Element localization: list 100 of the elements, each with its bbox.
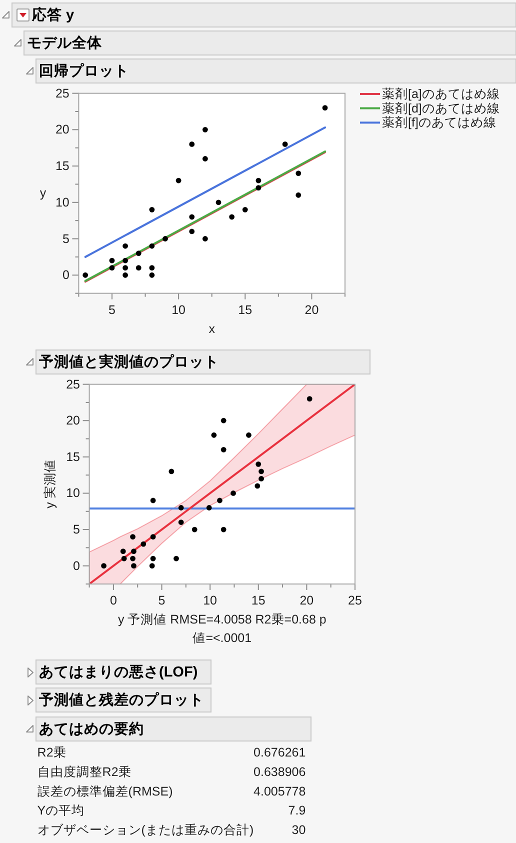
- category-label: 自由度調整R2乗: [37, 764, 132, 779]
- x-axis-title: y 予測値 RMSE=4.0058 R2乗=0.68 p値=<.0001: [118, 612, 326, 645]
- point: [202, 156, 208, 162]
- y-tick-label: 20: [66, 414, 80, 428]
- x-tick-label: 0: [110, 594, 117, 608]
- data-label: 4.005778: [254, 784, 306, 798]
- x-tick-label: 10: [203, 594, 218, 608]
- y-tick-label: 0: [62, 268, 70, 282]
- y-tick-label: 20: [55, 122, 70, 137]
- category-label: オブザベーション(または重みの合計): [37, 822, 254, 837]
- point: [130, 534, 136, 540]
- point: [220, 418, 226, 424]
- y-tick-label: 10: [55, 195, 70, 210]
- x-tick-label: 15: [238, 302, 252, 317]
- point: [149, 265, 155, 271]
- text: 予測値と残差のプロット: [38, 692, 204, 708]
- point: [258, 468, 264, 474]
- y-tick-label: 0: [73, 558, 80, 573]
- point: [256, 178, 262, 184]
- point: [149, 272, 155, 278]
- point: [282, 142, 288, 147]
- point: [178, 520, 184, 525]
- point: [189, 142, 195, 147]
- text: あてはめの要約: [39, 720, 144, 738]
- point: [150, 498, 156, 504]
- point: [246, 432, 252, 438]
- category-label: R2乗: [37, 746, 66, 760]
- y-tick-label: 15: [55, 159, 70, 174]
- point: [130, 556, 136, 562]
- legend-label: 薬剤[f]のあてはめ線: [382, 116, 496, 130]
- point: [140, 541, 146, 547]
- y-tick-label: 5: [73, 522, 80, 537]
- point: [189, 228, 195, 234]
- point: [122, 243, 128, 249]
- point: [176, 178, 182, 184]
- point: [136, 250, 142, 256]
- point: [82, 272, 88, 278]
- point: [220, 446, 226, 452]
- point: [162, 236, 168, 242]
- point: [322, 105, 328, 111]
- x-axis-title: x: [208, 322, 216, 336]
- legend-label: 薬剤[d]のあてはめ線: [382, 101, 500, 116]
- data-label: 0.676261: [254, 746, 306, 760]
- point: [150, 556, 156, 562]
- category-label: 誤差の標準偏差(RMSE): [37, 784, 173, 798]
- point: [101, 563, 106, 569]
- x-tick-label: 10: [172, 302, 186, 317]
- point: [136, 265, 142, 271]
- point: [178, 505, 184, 510]
- x-tick-label: 5: [158, 594, 166, 608]
- point: [122, 258, 128, 264]
- text: 応答 y: [31, 6, 74, 24]
- y-axis-title: y 実測値: [42, 460, 57, 508]
- point: [256, 185, 262, 191]
- x-tick-label: 20: [304, 302, 319, 317]
- point: [174, 556, 179, 562]
- point: [189, 214, 195, 220]
- chart-title: 回帰プロット: [39, 62, 129, 80]
- point: [242, 206, 248, 212]
- x-tick-label: 20: [300, 594, 314, 608]
- point: [296, 170, 302, 176]
- point: [109, 265, 115, 271]
- point: [122, 265, 128, 271]
- point: [254, 483, 260, 489]
- point: [306, 396, 312, 402]
- point: [192, 526, 198, 532]
- point: [230, 490, 236, 496]
- point: [109, 258, 115, 264]
- point: [206, 505, 212, 510]
- point: [202, 236, 208, 242]
- data-label: 30: [292, 822, 306, 837]
- point: [149, 206, 155, 212]
- point: [258, 476, 264, 482]
- data-label: 0.638906: [254, 765, 306, 779]
- point: [220, 526, 226, 532]
- point: [216, 200, 222, 206]
- y-tick-label: 25: [55, 86, 70, 100]
- point: [149, 243, 155, 249]
- point: [149, 563, 155, 569]
- x-tick-label: 25: [348, 594, 362, 608]
- y-tick-label: 10: [66, 486, 80, 500]
- point: [131, 548, 136, 554]
- point: [121, 556, 127, 562]
- point: [296, 192, 302, 198]
- point: [217, 498, 222, 504]
- x-tick-label: 15: [251, 594, 266, 608]
- x-tick-label: 5: [108, 302, 116, 317]
- point: [168, 468, 174, 474]
- text: モデル全体: [27, 34, 103, 52]
- point: [211, 432, 217, 438]
- chart-title: 予測値と実測値のプロット: [38, 352, 219, 370]
- point: [202, 126, 208, 132]
- point: [122, 272, 128, 278]
- point: [131, 563, 136, 569]
- category-label: Yの平均: [37, 804, 85, 818]
- y-tick-label: 25: [66, 377, 80, 392]
- data-label: 7.9: [288, 804, 306, 818]
- y-axis-title: y: [40, 186, 47, 200]
- y-tick-label: 15: [66, 450, 80, 464]
- point: [229, 214, 235, 220]
